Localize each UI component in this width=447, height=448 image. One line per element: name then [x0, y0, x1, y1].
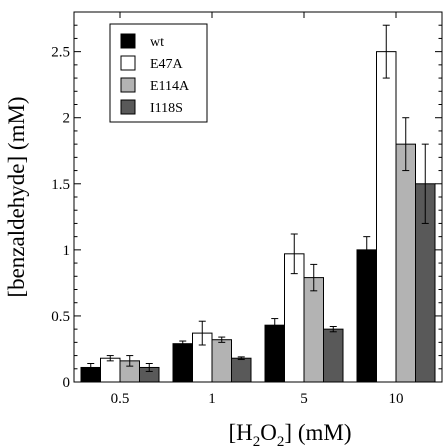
- bar-wt-1: [172, 343, 193, 383]
- x-axis-label-subscript-1: 2: [253, 434, 261, 448]
- legend-swatch-E47A: [120, 55, 136, 71]
- bars-layer: [80, 51, 436, 383]
- y-tick-label: 0: [63, 375, 71, 391]
- legend-label-I118S: I118S: [150, 101, 183, 116]
- bar-E47A-0.5: [100, 357, 121, 383]
- x-tick-label: 1: [208, 391, 216, 407]
- bar-E114A-10: [395, 143, 416, 383]
- legend: wt E47A E114A I118S: [109, 23, 208, 123]
- legend-label-E47A: E47A: [150, 57, 184, 72]
- bar-wt-10: [356, 249, 377, 383]
- bar-wt-5: [264, 324, 285, 383]
- x-axis-label: [H2O2] (mM): [229, 420, 352, 448]
- x-tick-label: 5: [300, 391, 308, 407]
- y-tick-label: 2: [63, 111, 71, 127]
- y-axis-ticks: 0 0.5 1 1.5 2 2.5: [51, 24, 442, 391]
- legend-label-wt: wt: [150, 35, 164, 50]
- bar-E114A-1: [211, 339, 232, 383]
- legend-items: wt E47A E114A I118S: [120, 33, 190, 116]
- x-axis-ticks: 0.5 1 5 10: [111, 12, 404, 407]
- y-tick-label: 1: [63, 243, 71, 259]
- y-tick-label: 2.5: [51, 45, 70, 61]
- bar-E47A-10: [376, 51, 397, 383]
- bar-E114A-5: [303, 277, 324, 383]
- x-tick-label: 0.5: [111, 391, 130, 407]
- legend-label-E114A: E114A: [150, 79, 190, 94]
- legend-swatch-E114A: [120, 77, 136, 93]
- bar-I118S-5: [323, 328, 344, 383]
- y-tick-label: 1.5: [51, 177, 70, 193]
- legend-swatch-wt: [120, 33, 136, 49]
- y-axis-label: [benzaldehyde] (mM): [4, 96, 29, 297]
- error-bars-layer: [87, 24, 429, 372]
- x-axis-label-subscript-2: 2: [277, 434, 285, 448]
- y-tick-label: 0.5: [51, 309, 70, 325]
- x-tick-label: 10: [389, 391, 404, 407]
- bar-I118S-1: [231, 357, 252, 383]
- legend-swatch-I118S: [120, 99, 136, 115]
